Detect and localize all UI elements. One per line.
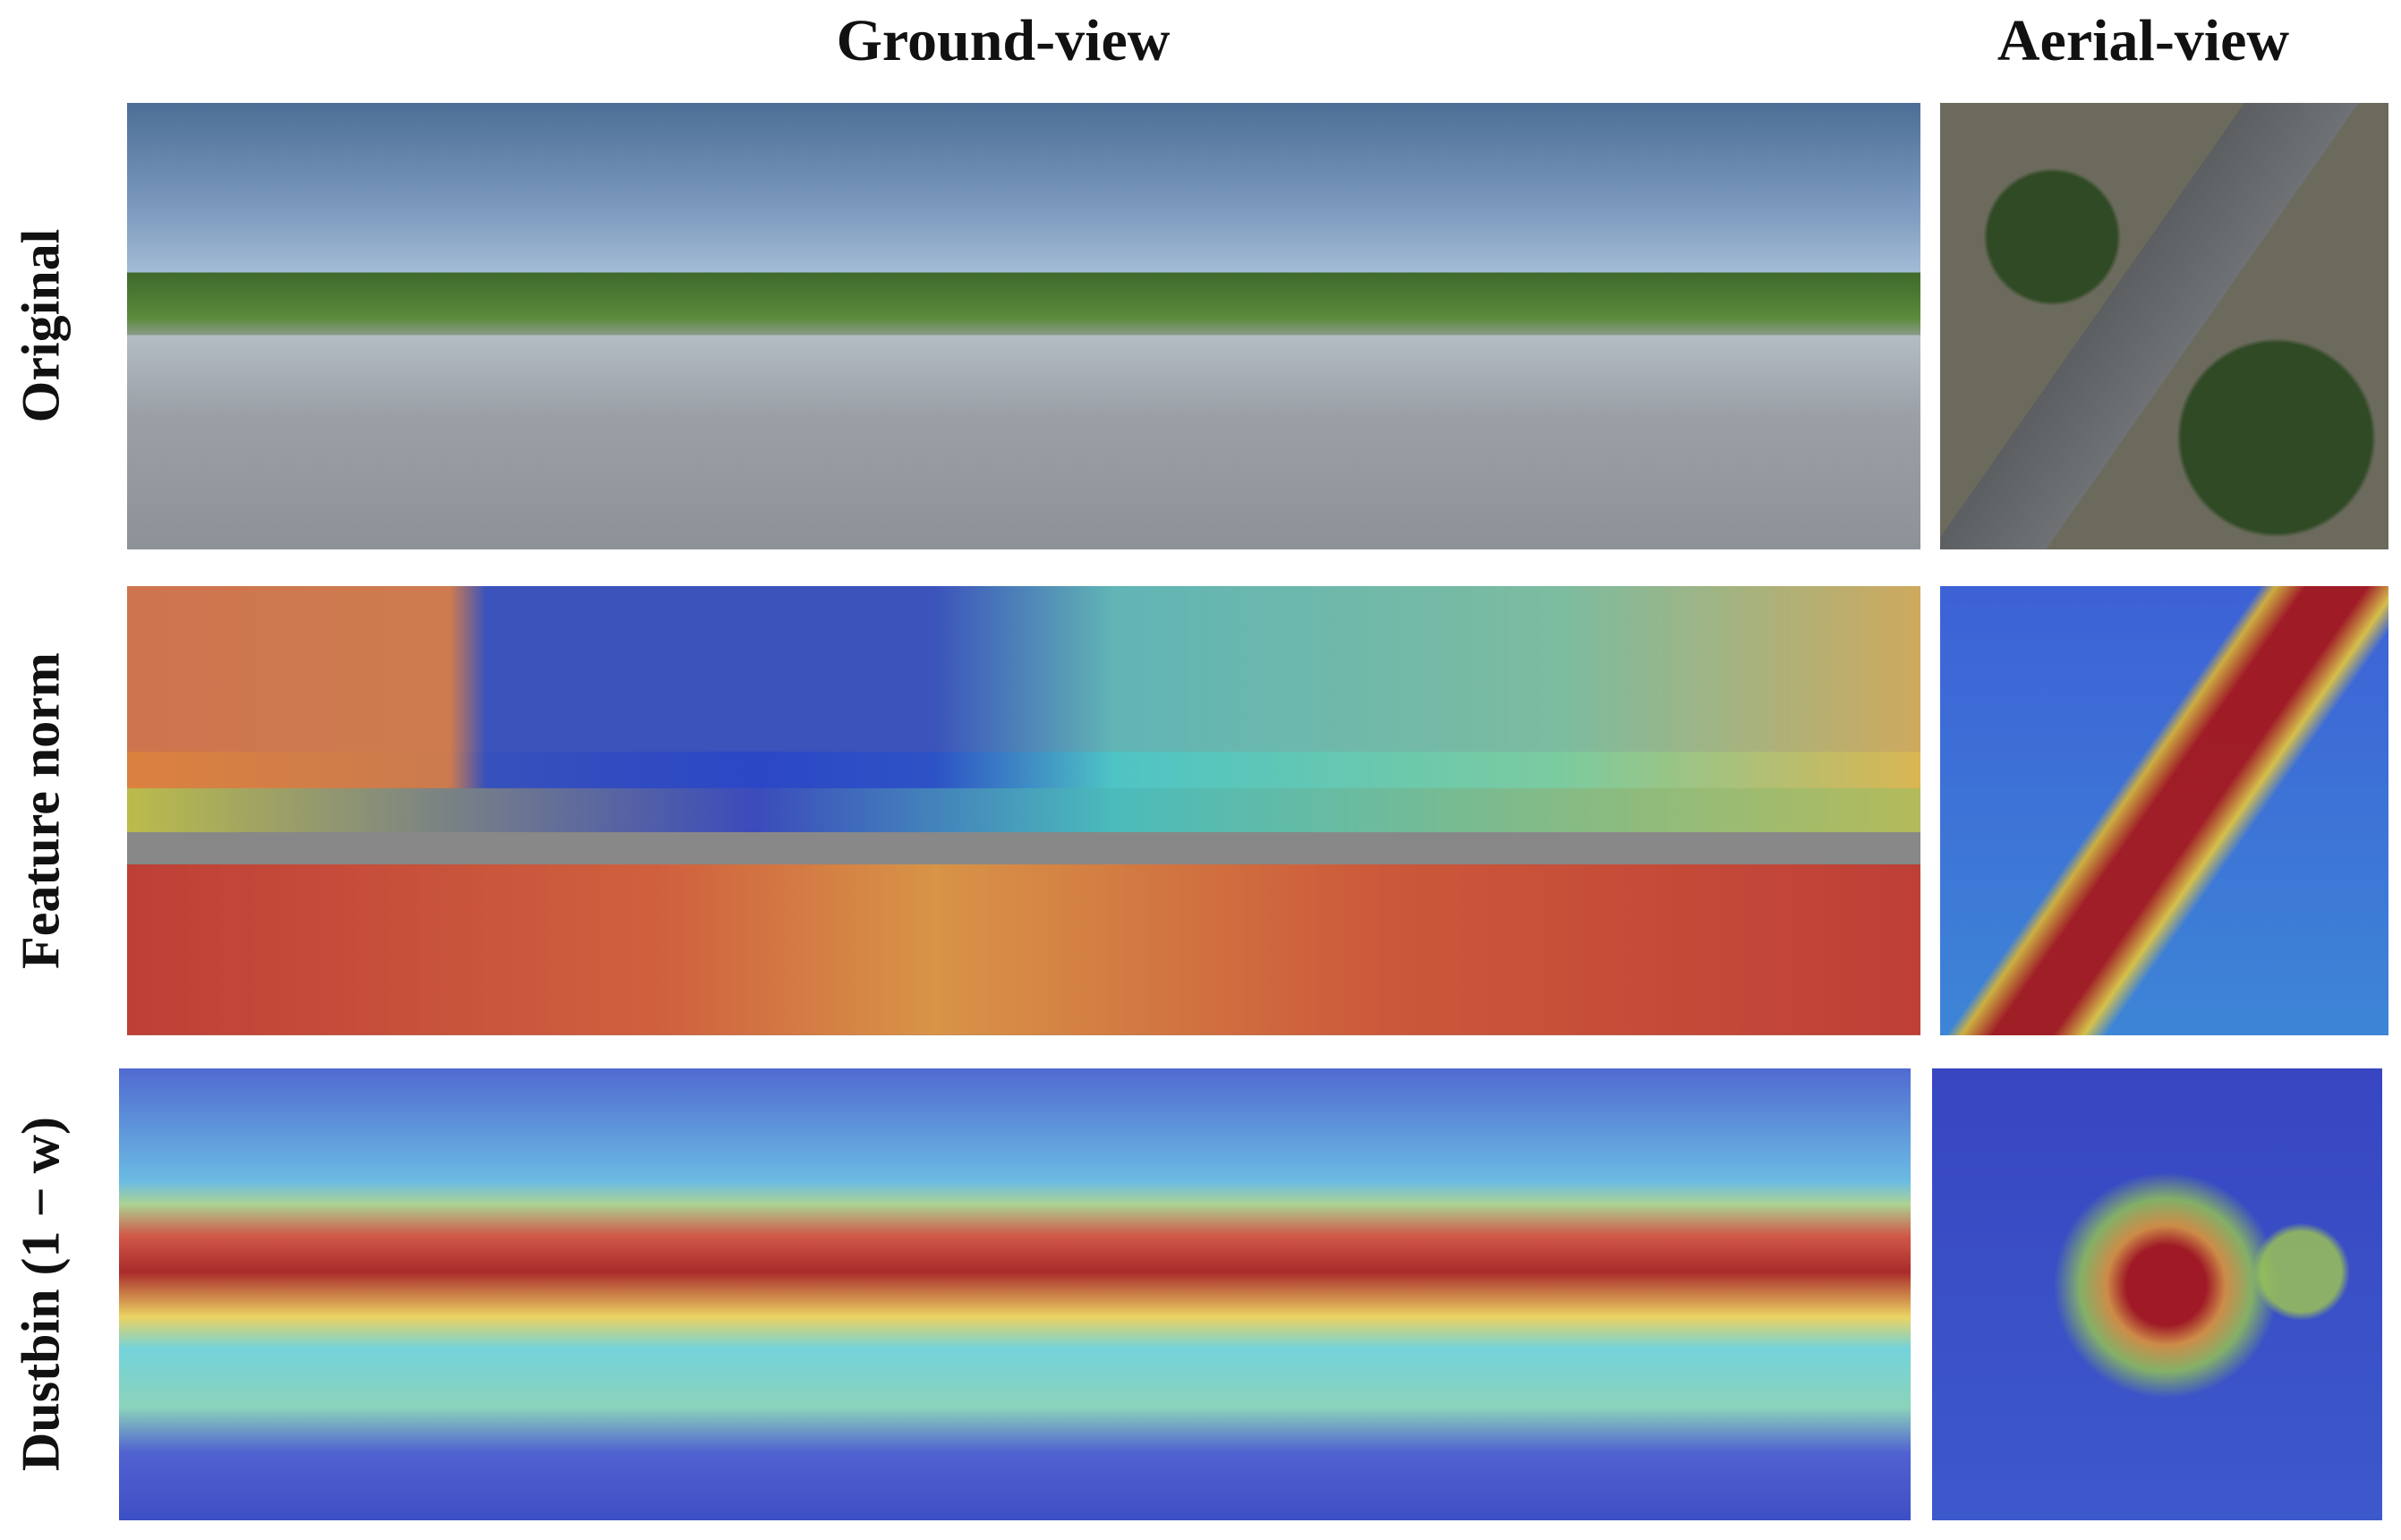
row-label: Feature norm	[11, 652, 71, 969]
row-label: Original	[11, 228, 71, 423]
aerial-heatmap	[1932, 1068, 2382, 1520]
aerial-image	[1940, 103, 2388, 549]
column-title: Ground-view	[836, 8, 1171, 73]
ground-heatmap	[127, 586, 1920, 1035]
ground-image	[127, 103, 1920, 549]
aerial-heatmap	[1940, 586, 2388, 1035]
row-label: Dustbin (1 − w)	[11, 1117, 71, 1471]
ground-heatmap	[119, 1068, 1911, 1520]
column-title: Aerial-view	[1997, 8, 2290, 73]
